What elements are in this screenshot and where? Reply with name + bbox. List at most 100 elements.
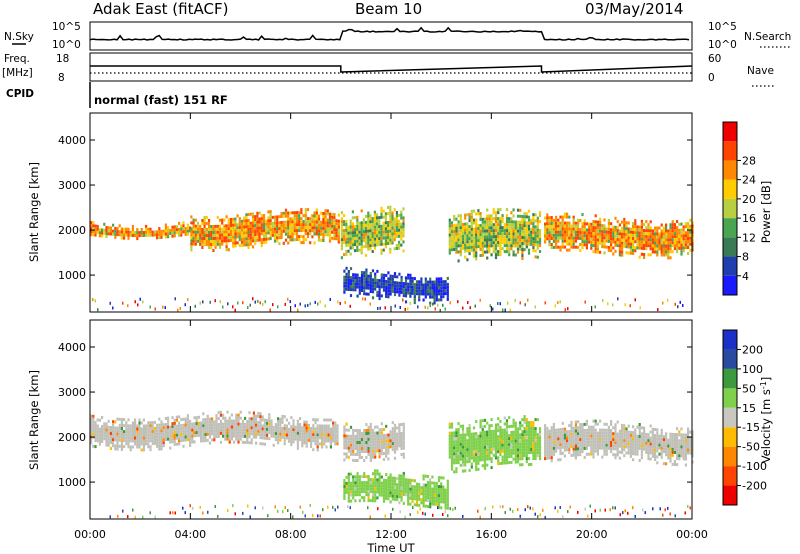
data-cell bbox=[656, 446, 659, 450]
data-cell bbox=[512, 430, 515, 434]
data-cell bbox=[523, 439, 526, 443]
data-cell bbox=[112, 232, 115, 236]
data-cell bbox=[623, 241, 626, 245]
data-cell bbox=[136, 445, 139, 449]
data-cell bbox=[376, 234, 379, 238]
data-cell bbox=[389, 214, 392, 218]
data-cell bbox=[450, 425, 454, 429]
data-cell bbox=[614, 453, 617, 457]
data-cell bbox=[268, 413, 271, 417]
data-cell bbox=[227, 224, 230, 228]
data-cell bbox=[380, 422, 383, 426]
data-cell bbox=[523, 242, 526, 246]
data-cell bbox=[464, 442, 467, 446]
data-cell bbox=[215, 429, 218, 433]
data-cell bbox=[204, 436, 207, 440]
data-cell bbox=[287, 217, 290, 221]
data-cell bbox=[235, 431, 238, 435]
data-cell bbox=[461, 442, 465, 446]
data-cell bbox=[669, 223, 672, 227]
data-cell bbox=[169, 446, 172, 450]
data-cell bbox=[559, 230, 562, 234]
data-cell bbox=[225, 236, 228, 240]
data-cell bbox=[245, 240, 248, 244]
data-cell bbox=[596, 437, 599, 441]
data-cell bbox=[250, 417, 253, 421]
data-cell bbox=[367, 211, 370, 215]
data-cell bbox=[349, 425, 353, 429]
data-cell bbox=[660, 232, 663, 236]
data-cell bbox=[240, 225, 244, 229]
data-cell bbox=[123, 233, 126, 237]
data-cell bbox=[468, 426, 471, 430]
data-cell bbox=[488, 454, 491, 458]
noise-cell bbox=[199, 301, 201, 305]
data-cell bbox=[196, 236, 200, 240]
data-cell bbox=[334, 433, 337, 437]
data-cell bbox=[345, 452, 348, 456]
data-cell bbox=[634, 437, 637, 441]
data-cell bbox=[283, 442, 286, 446]
noise-cell bbox=[439, 308, 441, 312]
data-cell bbox=[479, 458, 482, 462]
data-cell bbox=[103, 231, 106, 235]
data-cell bbox=[387, 433, 390, 437]
noise-cell bbox=[177, 308, 179, 312]
data-cell bbox=[678, 228, 681, 232]
data-cell bbox=[138, 231, 141, 235]
data-cell bbox=[237, 434, 240, 438]
data-cell bbox=[667, 256, 670, 260]
data-cell bbox=[665, 435, 668, 439]
data-cell bbox=[623, 445, 626, 449]
data-cell bbox=[566, 248, 569, 252]
noise-cell bbox=[634, 298, 636, 302]
data-cell bbox=[665, 450, 668, 454]
data-cell bbox=[322, 239, 325, 242]
data-cell bbox=[505, 217, 509, 221]
data-cell bbox=[349, 437, 353, 441]
data-cell bbox=[538, 433, 542, 437]
data-cell bbox=[309, 220, 312, 224]
data-cell bbox=[298, 223, 301, 227]
data-cell bbox=[510, 238, 513, 242]
data-cell bbox=[550, 228, 553, 231]
data-cell bbox=[202, 436, 205, 440]
data-cell bbox=[136, 436, 139, 440]
data-cell bbox=[151, 433, 154, 437]
data-cell bbox=[131, 424, 134, 428]
data-cell bbox=[278, 230, 281, 234]
data-cell bbox=[158, 435, 161, 439]
data-cell bbox=[109, 441, 112, 444]
data-cell bbox=[293, 217, 296, 221]
data-cell bbox=[488, 424, 491, 428]
data-cell bbox=[196, 239, 200, 243]
data-cell bbox=[519, 424, 522, 428]
data-cell bbox=[459, 241, 462, 245]
data-cell bbox=[647, 244, 650, 248]
data-cell bbox=[616, 244, 619, 248]
data-cell bbox=[393, 432, 397, 436]
data-cell bbox=[680, 433, 683, 437]
data-cell bbox=[92, 429, 95, 433]
data-cell bbox=[488, 217, 491, 221]
data-cell bbox=[429, 286, 432, 290]
data-cell bbox=[563, 245, 566, 249]
data-cell bbox=[479, 236, 482, 239]
data-cell bbox=[536, 246, 539, 250]
data-cell bbox=[265, 228, 268, 232]
data-cell bbox=[486, 430, 489, 434]
data-cell bbox=[519, 226, 522, 230]
data-cell bbox=[483, 424, 487, 428]
data-cell bbox=[331, 218, 334, 222]
data-cell bbox=[371, 296, 375, 300]
data-cell bbox=[233, 434, 236, 438]
data-cell bbox=[354, 444, 357, 447]
data-cell bbox=[382, 437, 386, 440]
data-cell bbox=[645, 435, 648, 439]
data-cell bbox=[380, 279, 383, 283]
data-cell bbox=[369, 452, 372, 456]
data-cell bbox=[479, 425, 482, 429]
data-cell bbox=[343, 437, 346, 441]
data-cell bbox=[340, 223, 343, 227]
data-cell bbox=[393, 235, 396, 239]
